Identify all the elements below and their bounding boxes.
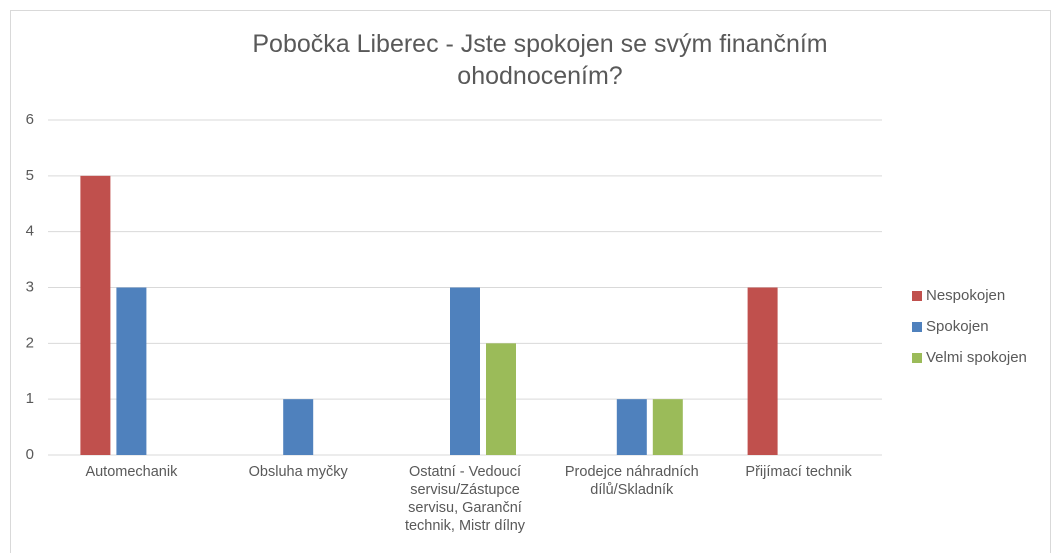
y-tick-label: 2: [26, 334, 34, 351]
y-tick-label: 1: [26, 390, 34, 407]
x-tick-box: Prodejce náhradních dílů/Skladník: [564, 464, 699, 498]
y-tick-label: 6: [26, 111, 34, 128]
x-tick-box: Přijímací technik: [745, 464, 852, 480]
x-tick-box: Obsluha myčky: [248, 464, 348, 480]
legend-swatch: [912, 353, 922, 363]
bar: [283, 399, 314, 455]
bar: [616, 399, 647, 455]
bar: [747, 287, 778, 455]
legend-label: Nespokojen: [926, 287, 1005, 304]
legend-label: Velmi spokojen: [926, 349, 1027, 366]
y-tick-label: 5: [26, 167, 34, 184]
y-tick-label: 4: [26, 223, 34, 240]
x-tick-label: Prodejce náhradních dílů/Skladník: [564, 464, 699, 498]
x-tick-label: Obsluha myčky: [248, 464, 348, 480]
x-tick-label: Automechanik: [85, 464, 178, 480]
x-tick-label: Ostatní - Vedoucí servisu/Zástupce servi…: [404, 464, 526, 534]
bar: [486, 343, 516, 455]
bar: [116, 287, 147, 455]
legend-swatch: [912, 322, 922, 332]
bar: [652, 399, 683, 455]
y-tick-label: 0: [26, 446, 34, 463]
bar: [80, 175, 111, 456]
x-tick-box: Automechanik: [85, 464, 178, 480]
chart-frame: [10, 10, 1051, 553]
bar: [450, 287, 480, 455]
y-tick-label: 3: [26, 278, 34, 295]
legend-label: Spokojen: [926, 318, 989, 335]
x-tick-box: Ostatní - Vedoucí servisu/Zástupce servi…: [404, 464, 526, 534]
chart-title: Pobočka Liberec - Jste spokojen se svým …: [252, 30, 828, 90]
x-tick-label: Přijímací technik: [745, 464, 852, 480]
legend-swatch: [912, 291, 922, 301]
title-box: Pobočka Liberec - Jste spokojen se svým …: [252, 30, 828, 90]
